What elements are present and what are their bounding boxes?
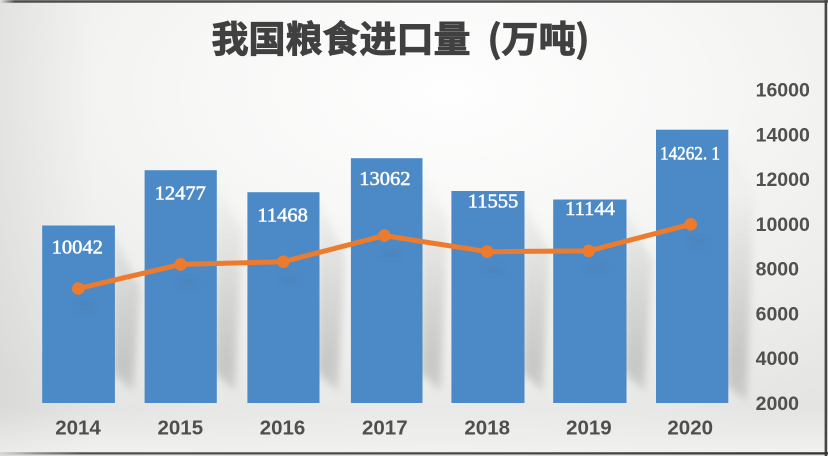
- svg-text:12000: 12000: [756, 169, 810, 191]
- svg-text:4000: 4000: [756, 348, 800, 370]
- svg-text:14262. 1: 14262. 1: [660, 144, 720, 165]
- svg-text:2014: 2014: [55, 417, 101, 440]
- svg-text:11468: 11468: [257, 205, 308, 227]
- svg-text:10042: 10042: [52, 237, 103, 259]
- svg-text:11144: 11144: [565, 198, 615, 220]
- svg-text:2000: 2000: [756, 393, 800, 415]
- svg-text:10000: 10000: [756, 214, 810, 236]
- svg-text:2015: 2015: [157, 417, 203, 440]
- svg-text:8000: 8000: [756, 259, 800, 281]
- svg-text:2019: 2019: [566, 417, 612, 440]
- svg-text:2016: 2016: [260, 417, 306, 440]
- svg-text:2018: 2018: [464, 417, 510, 440]
- svg-text:13062: 13062: [359, 168, 410, 190]
- svg-text:2017: 2017: [362, 417, 408, 440]
- svg-text:12477: 12477: [155, 183, 206, 205]
- svg-text:16000: 16000: [756, 80, 810, 102]
- svg-text:6000: 6000: [756, 303, 800, 325]
- svg-text:2020: 2020: [667, 417, 713, 440]
- svg-text:11555: 11555: [468, 191, 519, 213]
- svg-text:14000: 14000: [756, 124, 810, 146]
